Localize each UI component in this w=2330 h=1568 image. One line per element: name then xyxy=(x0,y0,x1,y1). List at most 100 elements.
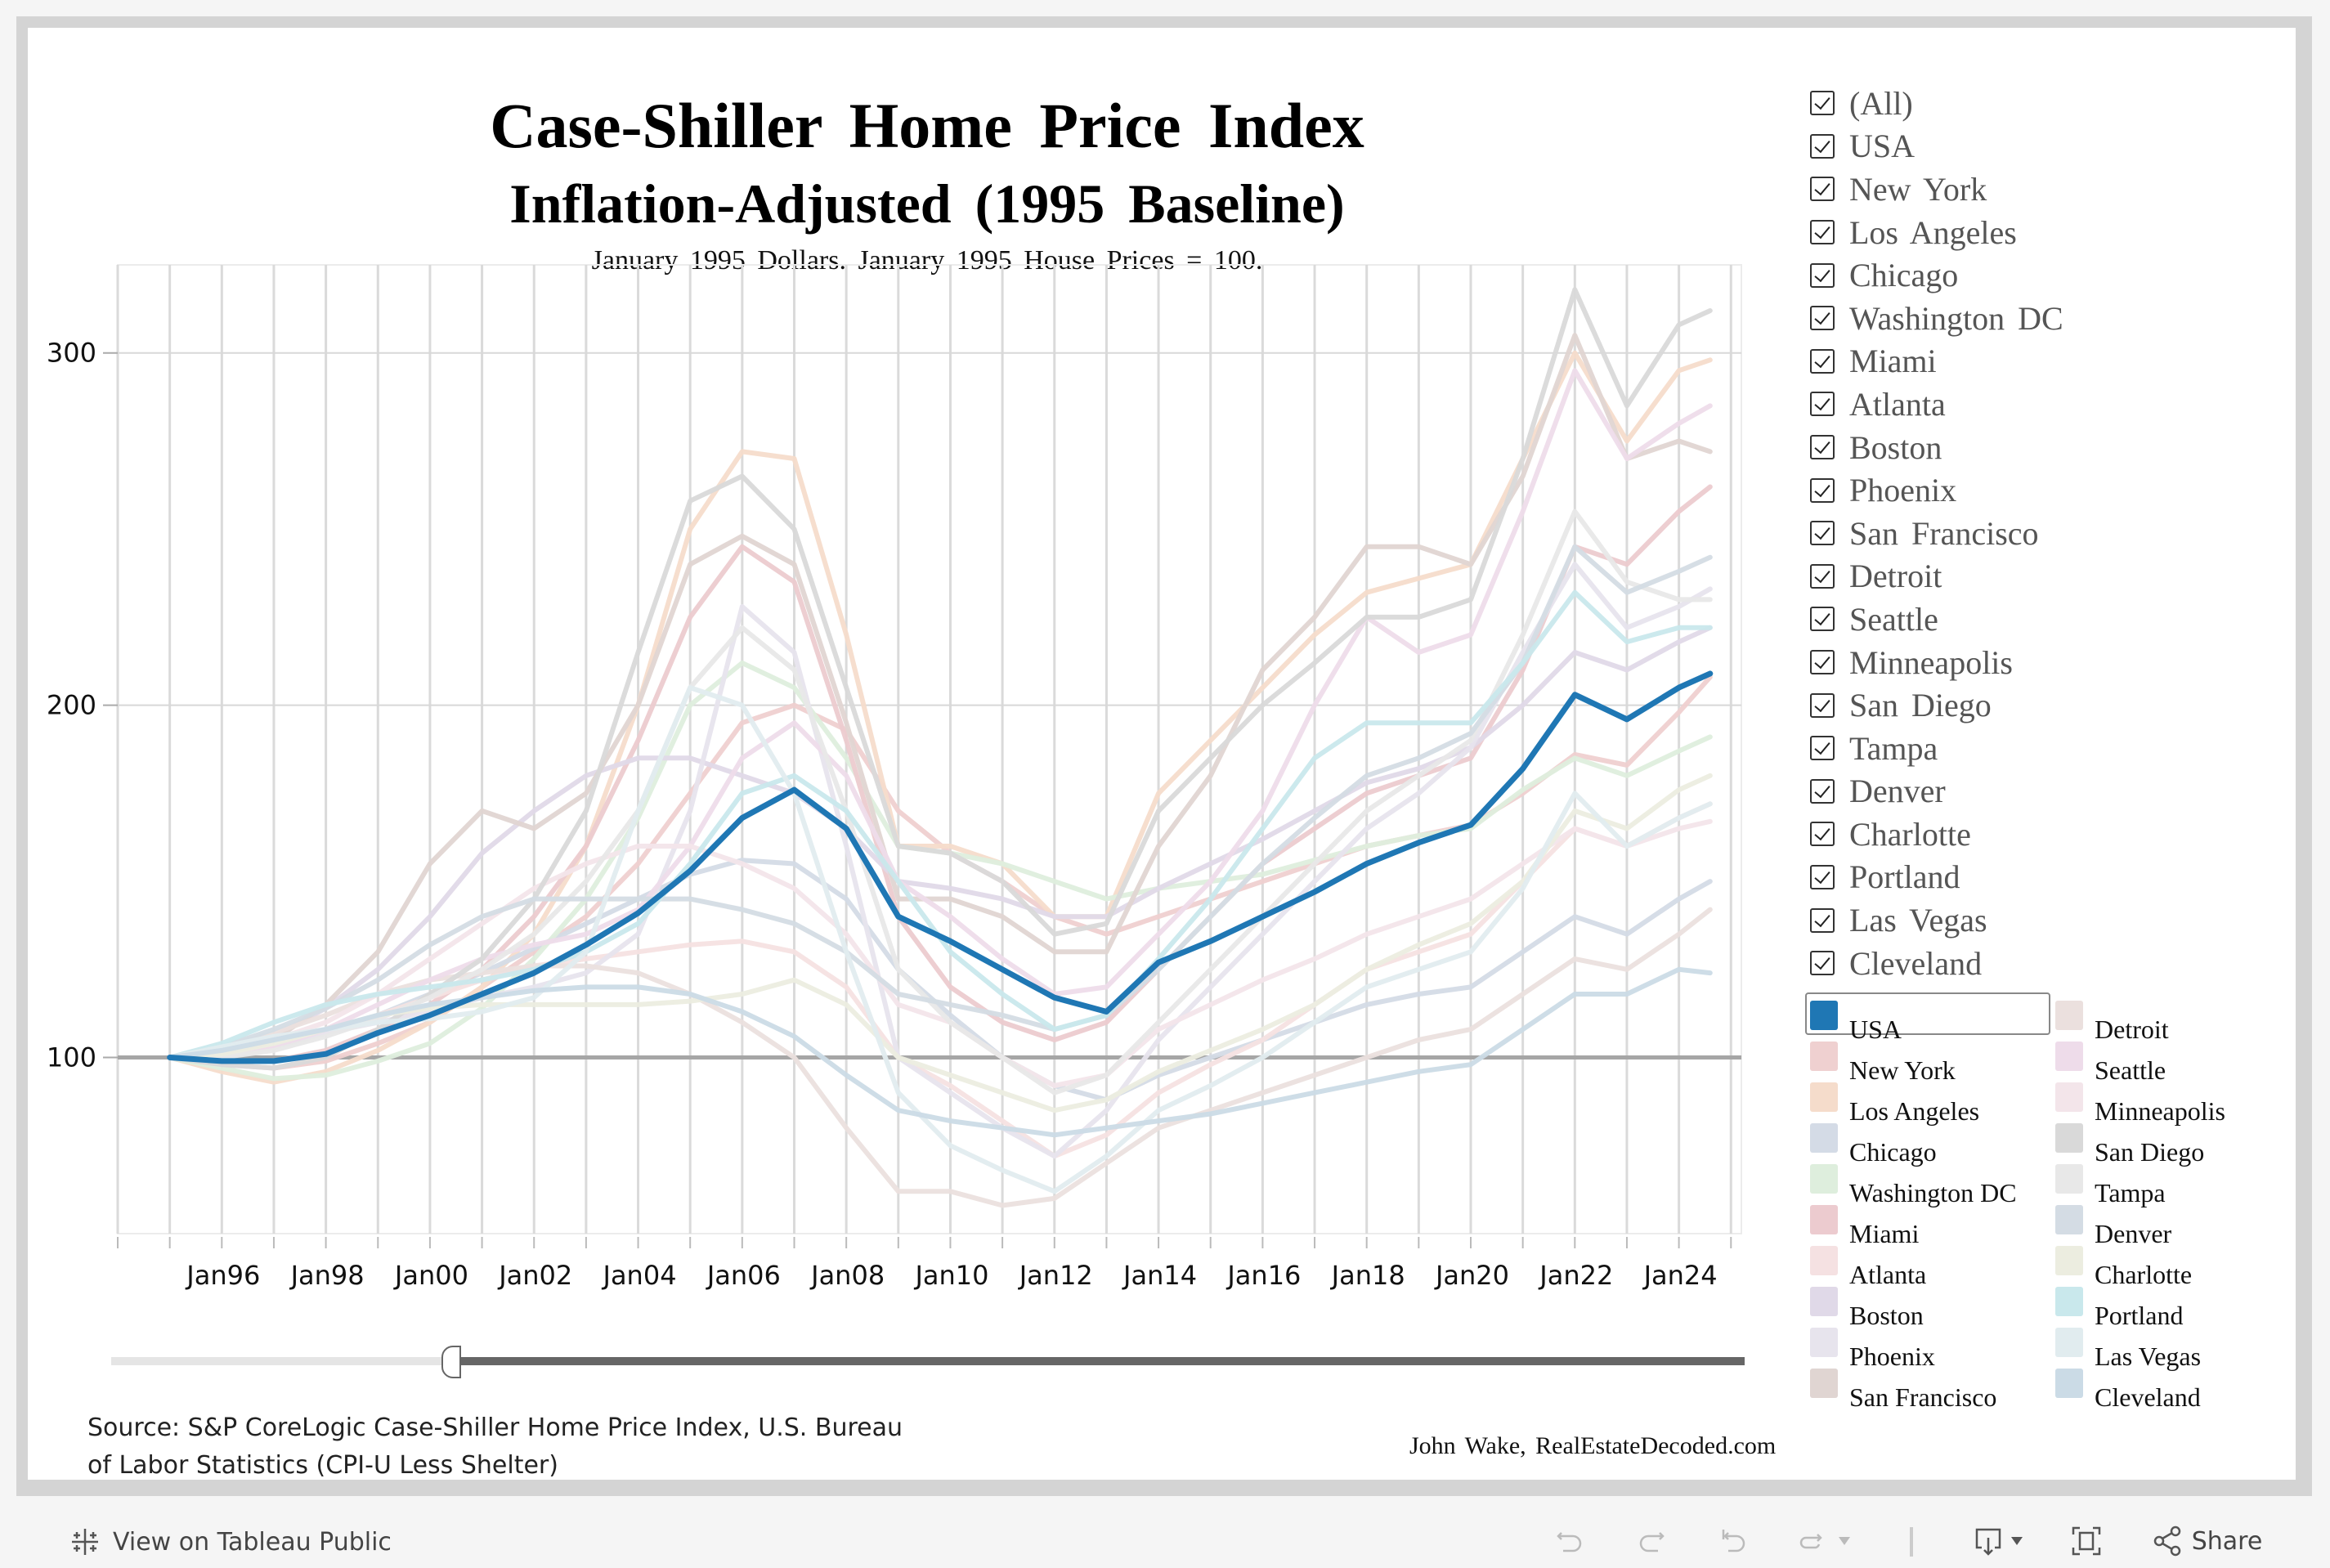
filter-item-chicago[interactable]: Chicago xyxy=(1810,253,2063,297)
view-on-tableau-public-link[interactable]: View on Tableau Public xyxy=(69,1525,392,1558)
checkbox-checked-icon[interactable] xyxy=(1810,563,1835,589)
filter-item-los-angeles[interactable]: Los Angeles xyxy=(1810,211,2063,254)
checkbox-checked-icon[interactable] xyxy=(1810,951,1835,976)
filter-item-tampa[interactable]: Tampa xyxy=(1810,727,2063,770)
checkbox-checked-icon[interactable] xyxy=(1810,907,1835,933)
checkbox-checked-icon[interactable] xyxy=(1810,262,1835,288)
checkbox-checked-icon[interactable] xyxy=(1810,348,1835,374)
series-line-cleveland[interactable] xyxy=(167,966,1713,1138)
series-line-phoenix[interactable] xyxy=(167,562,1713,1159)
checkbox-checked-icon[interactable] xyxy=(1810,306,1835,331)
series-line-tampa[interactable] xyxy=(167,508,1713,1095)
series-line-san-francisco[interactable] xyxy=(167,333,1713,1060)
checkbox-checked-icon[interactable] xyxy=(1810,650,1835,675)
filter-item-cleveland[interactable]: Cleveland xyxy=(1810,942,2063,985)
filter-item-label: Charlotte xyxy=(1849,815,1971,853)
checkbox-checked-icon[interactable] xyxy=(1810,133,1835,159)
filter-item-portland[interactable]: Portland xyxy=(1810,856,2063,899)
legend-item-denver[interactable]: Denver xyxy=(2055,1203,2171,1248)
city-filter: (All) USA New York Los Angeles Chicago Washin… xyxy=(1810,82,2063,984)
checkbox-checked-icon[interactable] xyxy=(1810,692,1835,718)
legend-item-usa[interactable]: USA xyxy=(1805,992,2050,1044)
download-button[interactable] xyxy=(1965,1524,2031,1558)
filter-item-las-vegas[interactable]: Las Vegas xyxy=(1810,898,2063,942)
filter-item-all[interactable]: (All) xyxy=(1810,82,2063,125)
legend-item-new-york[interactable]: New York xyxy=(1810,1040,1956,1085)
series-line-usa[interactable] xyxy=(167,670,1714,1064)
legend-item-chicago[interactable]: Chicago xyxy=(1810,1122,1937,1167)
checkbox-checked-icon[interactable] xyxy=(1810,435,1835,460)
legend-swatch xyxy=(2055,1042,2083,1071)
checkbox-checked-icon[interactable] xyxy=(1810,822,1835,847)
legend-item-tampa[interactable]: Tampa xyxy=(2055,1163,2166,1207)
filter-item-phoenix[interactable]: Phoenix xyxy=(1810,468,2063,512)
filter-item-denver[interactable]: Denver xyxy=(1810,770,2063,813)
legend-item-portland[interactable]: Portland xyxy=(2055,1285,2183,1330)
legend-item-washington-dc[interactable]: Washington DC xyxy=(1810,1163,2017,1207)
filter-item-san-francisco[interactable]: San Francisco xyxy=(1810,512,2063,555)
legend-item-atlanta[interactable]: Atlanta xyxy=(1810,1244,1926,1289)
checkbox-checked-icon[interactable] xyxy=(1810,521,1835,546)
filter-item-label: Los Angeles xyxy=(1849,213,2017,251)
view-on-tableau-label: View on Tableau Public xyxy=(113,1527,392,1557)
filter-item-boston[interactable]: Boston xyxy=(1810,426,2063,469)
x-tick-label: Jan10 xyxy=(913,1260,988,1291)
chart-subtitle: Inflation-Adjusted (1995 Baseline) xyxy=(509,172,1345,235)
filter-item-miami[interactable]: Miami xyxy=(1810,340,2063,383)
share-button[interactable]: Share xyxy=(2145,1524,2268,1558)
series-line-charlotte[interactable] xyxy=(167,773,1713,1113)
checkbox-checked-icon[interactable] xyxy=(1810,177,1835,202)
legend-swatch xyxy=(1810,1164,1838,1194)
checkbox-checked-icon[interactable] xyxy=(1810,220,1835,245)
legend-label: Seattle xyxy=(2095,1055,2166,1085)
filter-item-charlotte[interactable]: Charlotte xyxy=(1810,813,2063,856)
filter-item-washington-dc[interactable]: Washington DC xyxy=(1810,297,2063,340)
checkbox-checked-icon[interactable] xyxy=(1810,477,1835,503)
checkbox-checked-icon[interactable] xyxy=(1810,778,1835,804)
series-line-denver[interactable] xyxy=(167,544,1713,1060)
legend-item-las-vegas[interactable]: Las Vegas xyxy=(2055,1326,2201,1371)
checkbox-checked-icon[interactable] xyxy=(1810,392,1835,417)
filter-item-detroit[interactable]: Detroit xyxy=(1810,555,2063,598)
legend-item-san-francisco[interactable]: San Francisco xyxy=(1810,1367,1996,1412)
legend-item-charlotte[interactable]: Charlotte xyxy=(2055,1244,2192,1289)
redo-button[interactable] xyxy=(1635,1524,1668,1558)
filter-item-label: Denver xyxy=(1849,773,1946,810)
fullscreen-button[interactable] xyxy=(2068,1524,2104,1558)
checkbox-checked-icon[interactable] xyxy=(1810,91,1835,116)
filter-item-usa[interactable]: USA xyxy=(1810,125,2063,168)
source-note: Source: S&P CoreLogic Case-Shiller Home … xyxy=(87,1413,903,1480)
checkbox-checked-icon[interactable] xyxy=(1810,736,1835,761)
revert-button[interactable] xyxy=(1717,1524,1750,1558)
legend-item-cleveland[interactable]: Cleveland xyxy=(2055,1367,2201,1412)
filter-item-label: Washington DC xyxy=(1849,299,2063,337)
series-line-san-diego[interactable] xyxy=(167,287,1713,1071)
filter-item-minneapolis[interactable]: Minneapolis xyxy=(1810,641,2063,684)
plot-area xyxy=(117,264,1742,1234)
legend-item-boston[interactable]: Boston xyxy=(1810,1285,1924,1330)
legend-item-san-diego[interactable]: San Diego xyxy=(2055,1122,2204,1167)
checkbox-checked-icon[interactable] xyxy=(1810,864,1835,889)
undo-button[interactable] xyxy=(1553,1524,1586,1558)
legend-label: Boston xyxy=(1849,1301,1924,1330)
filter-item-san-diego[interactable]: San Diego xyxy=(1810,683,2063,727)
legend-item-seattle[interactable]: Seattle xyxy=(2055,1040,2166,1085)
line-chart[interactable]: 100 200 300 Jan96 Jan98 Jan00 Jan02 Jan04 Jan06 J… xyxy=(28,28,1777,1336)
legend-item-phoenix[interactable]: Phoenix xyxy=(1810,1326,1935,1371)
filter-item-seattle[interactable]: Seattle xyxy=(1810,598,2063,641)
legend-item-detroit[interactable]: Detroit xyxy=(2055,999,2169,1044)
legend-item-los-angeles[interactable]: Los Angeles xyxy=(1810,1081,1979,1126)
date-range-slider-handle[interactable] xyxy=(441,1346,461,1378)
checkbox-checked-icon[interactable] xyxy=(1810,607,1835,632)
legend-item-minneapolis[interactable]: Minneapolis xyxy=(2055,1081,2225,1126)
series-line-las-vegas[interactable] xyxy=(167,685,1713,1194)
series-line-portland[interactable] xyxy=(167,589,1713,1060)
filter-item-new-york[interactable]: New York xyxy=(1810,168,2063,211)
series-line-seattle[interactable] xyxy=(167,368,1713,1060)
date-range-slider-fill[interactable] xyxy=(454,1357,1745,1365)
legend-swatch xyxy=(1810,1123,1838,1153)
series-line-minneapolis[interactable] xyxy=(167,818,1713,1088)
legend-item-miami[interactable]: Miami xyxy=(1810,1203,1919,1248)
refresh-button[interactable] xyxy=(1795,1524,1853,1558)
filter-item-atlanta[interactable]: Atlanta xyxy=(1810,383,2063,426)
